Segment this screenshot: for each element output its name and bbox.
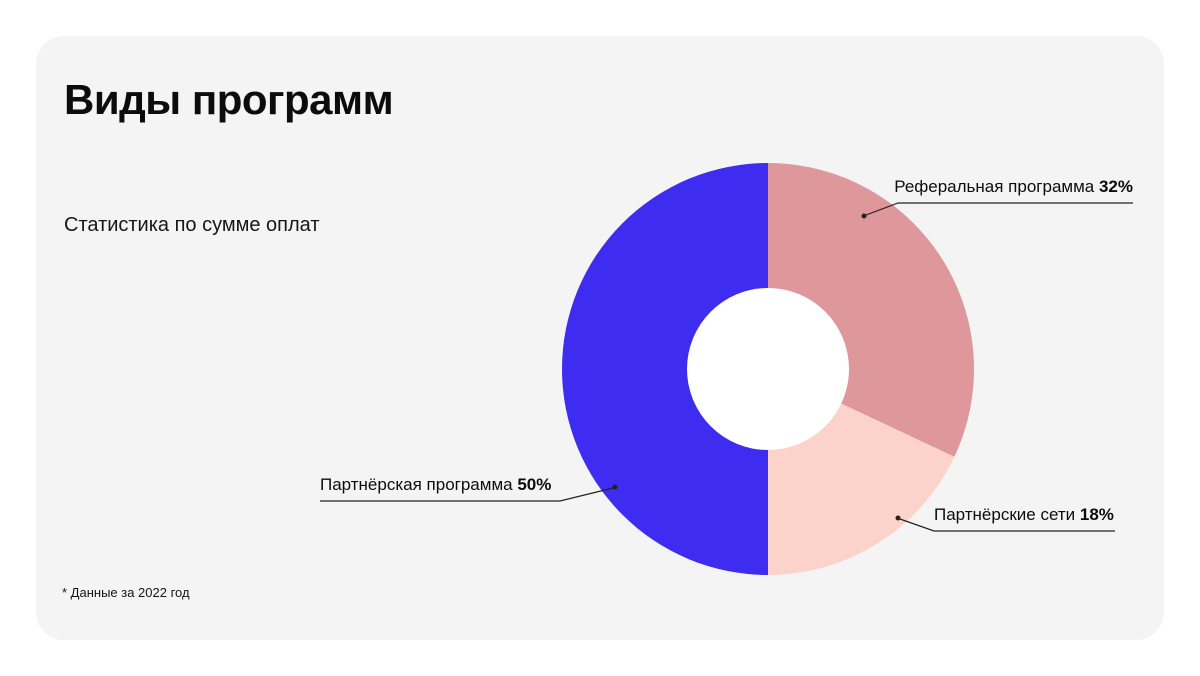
label-referral-value: 32% — [1098, 177, 1133, 196]
page-title: Виды программ — [64, 76, 394, 123]
label-partner-text: Партнёрская программа — [320, 475, 513, 494]
page-subtitle: Статистика по сумме оплат — [64, 214, 320, 236]
footnote: * Данные за 2022 год — [62, 585, 190, 600]
label-referral-program: Реферальная программа 32% — [894, 177, 1133, 197]
slide-card: Виды программ Статистика по сумме оплат … — [36, 36, 1164, 640]
label-networks-value: 18% — [1079, 505, 1114, 524]
label-partner-program: Партнёрская программа 50% — [320, 475, 551, 495]
label-partner-value: 50% — [517, 475, 552, 494]
label-networks-text: Партнёрские сети — [934, 505, 1076, 524]
label-referral-text: Реферальная программа — [894, 177, 1095, 196]
donut-hole — [687, 288, 849, 450]
label-partner-networks: Партнёрские сети 18% — [934, 505, 1114, 525]
donut-chart — [562, 163, 974, 575]
